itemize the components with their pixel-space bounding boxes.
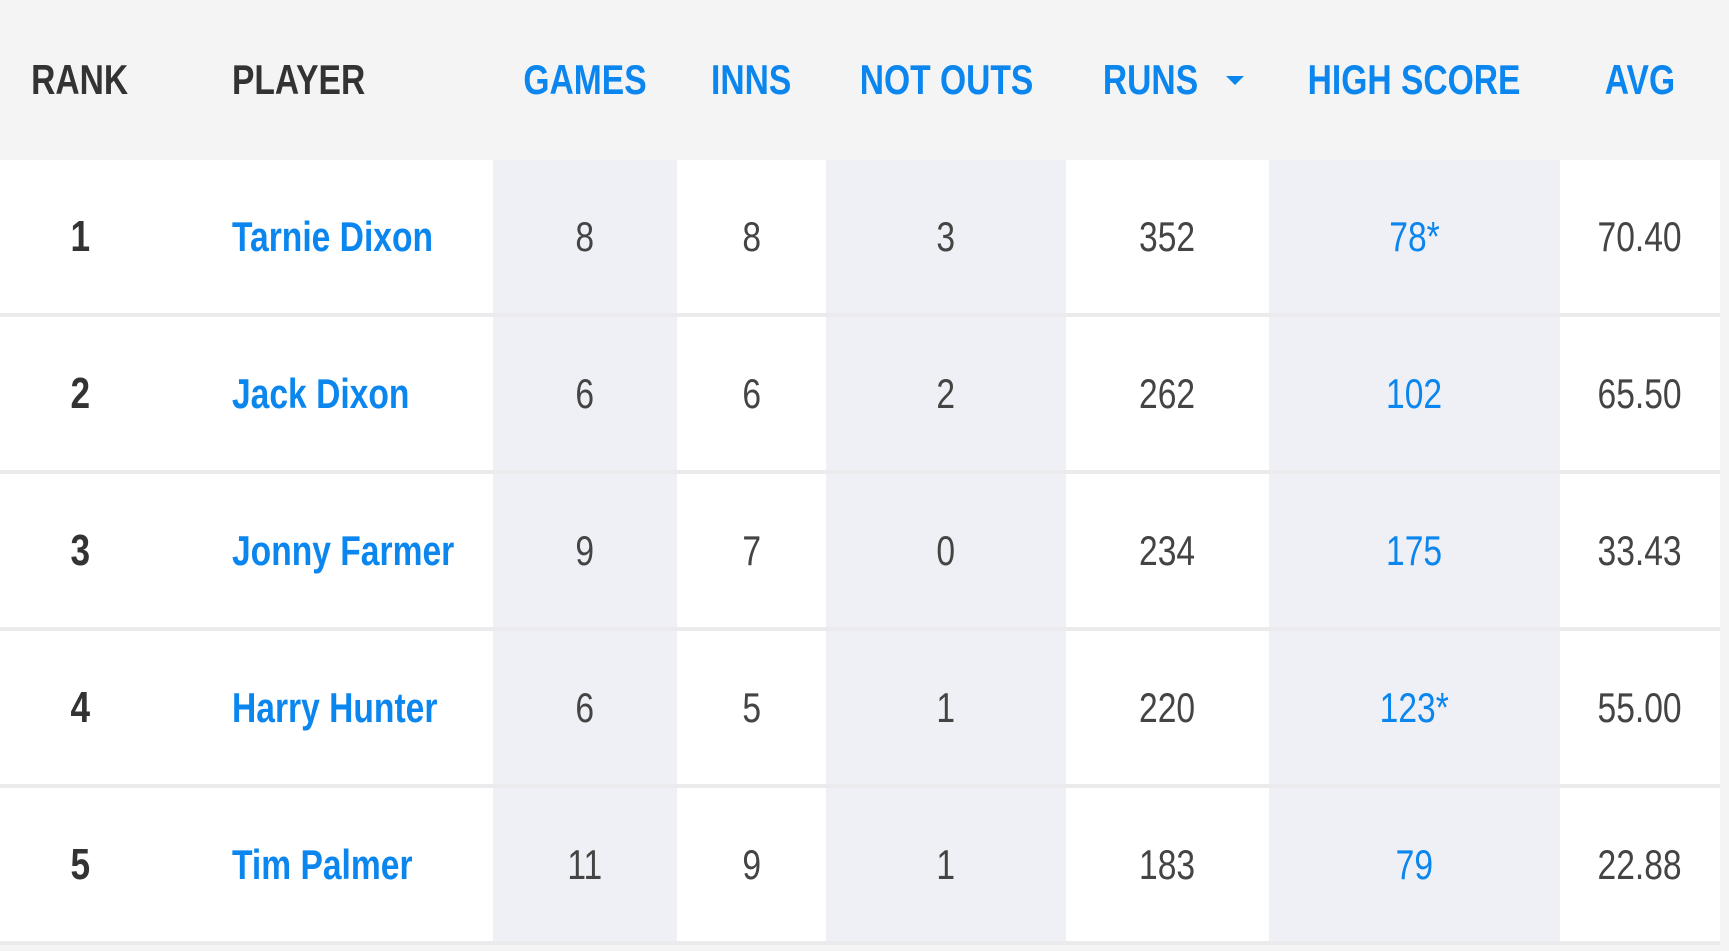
header-inns[interactable]: INNS (711, 56, 792, 103)
table-row: 1 Tarnie Dixon 8 8 3 352 78* 70.40 (0, 160, 1720, 317)
table-row: 4 Harry Hunter 6 5 1 220 123* 55.00 (0, 631, 1720, 788)
table-row: 3 Jonny Farmer 9 7 0 234 175 33.43 (0, 474, 1720, 631)
not-outs-value: 2 (936, 369, 956, 417)
inns-value: 9 (742, 840, 761, 888)
runs-value: 183 (1139, 840, 1196, 888)
table-header: RANK PLAYER GAMES INNS NOT OUTS RUNS HIG… (0, 0, 1720, 160)
avg-value: 55.00 (1597, 683, 1683, 731)
player-link[interactable]: Tim Palmer (232, 840, 413, 888)
not-outs-value: 3 (936, 212, 956, 260)
avg-value: 70.40 (1597, 212, 1683, 260)
not-outs-cell: 2 (826, 317, 1066, 470)
high-score-link[interactable]: 102 (1386, 369, 1443, 417)
rank-value: 3 (70, 525, 90, 575)
player-cell: Tim Palmer (232, 788, 493, 941)
header-rank: RANK (31, 56, 129, 103)
rank-cell: 1 (0, 160, 160, 313)
avg-cell: 65.50 (1560, 317, 1720, 470)
not-outs-cell: 0 (826, 474, 1066, 627)
header-not-outs[interactable]: NOT OUTS (859, 56, 1033, 103)
player-link[interactable]: Jack Dixon (232, 369, 410, 417)
inns-cell: 8 (677, 160, 826, 313)
player-cell: Tarnie Dixon (232, 160, 493, 313)
runs-value: 220 (1139, 683, 1196, 731)
rank-cell: 3 (0, 474, 160, 627)
games-value: 11 (567, 840, 603, 888)
runs-value: 234 (1139, 526, 1196, 574)
games-value: 8 (575, 212, 595, 260)
avg-value: 65.50 (1597, 369, 1683, 417)
table-row: 2 Jack Dixon 6 6 2 262 102 65.50 (0, 317, 1720, 474)
inns-value: 8 (742, 212, 761, 260)
inns-value: 7 (742, 526, 761, 574)
rank-value: 1 (70, 211, 90, 261)
header-runs[interactable]: RUNS (1066, 0, 1269, 160)
inns-cell: 5 (677, 631, 826, 784)
avg-cell: 70.40 (1560, 160, 1720, 313)
not-outs-cell: 1 (826, 631, 1066, 784)
runs-cell: 220 (1066, 631, 1269, 784)
high-score-cell: 175 (1269, 474, 1560, 627)
table-body: 1 Tarnie Dixon 8 8 3 352 78* 70.40 2 Jac… (0, 160, 1720, 945)
rank-cell: 4 (0, 631, 160, 784)
not-outs-cell: 1 (826, 788, 1066, 941)
header-player: PLAYER (232, 56, 366, 103)
player-cell: Jonny Farmer (232, 474, 493, 627)
player-link[interactable]: Jonny Farmer (232, 526, 455, 574)
inns-value: 6 (742, 369, 761, 417)
not-outs-value: 1 (936, 683, 956, 731)
high-score-cell: 102 (1269, 317, 1560, 470)
avg-cell: 22.88 (1560, 788, 1720, 941)
caret-down-icon (1226, 75, 1244, 85)
runs-value: 352 (1139, 212, 1196, 260)
player-link[interactable]: Harry Hunter (232, 683, 438, 731)
not-outs-value: 0 (936, 526, 956, 574)
rank-value: 4 (70, 682, 90, 732)
player-cell: Harry Hunter (232, 631, 493, 784)
runs-cell: 352 (1066, 160, 1269, 313)
rank-value: 2 (70, 368, 90, 418)
high-score-link[interactable]: 78* (1389, 212, 1440, 260)
player-cell: Jack Dixon (232, 317, 493, 470)
games-value: 9 (575, 526, 595, 574)
avg-value: 22.88 (1597, 840, 1683, 888)
runs-cell: 262 (1066, 317, 1269, 470)
avg-cell: 55.00 (1560, 631, 1720, 784)
runs-value: 262 (1139, 369, 1196, 417)
inns-value: 5 (742, 683, 761, 731)
runs-cell: 234 (1066, 474, 1269, 627)
rank-cell: 2 (0, 317, 160, 470)
inns-cell: 6 (677, 317, 826, 470)
high-score-cell: 79 (1269, 788, 1560, 941)
high-score-link[interactable]: 79 (1395, 840, 1434, 888)
games-value: 6 (575, 369, 595, 417)
inns-cell: 7 (677, 474, 826, 627)
high-score-link[interactable]: 175 (1386, 526, 1443, 574)
not-outs-cell: 3 (826, 160, 1066, 313)
games-value: 6 (575, 683, 595, 731)
games-cell: 8 (493, 160, 677, 313)
table-row: 5 Tim Palmer 11 9 1 183 79 22.88 (0, 788, 1720, 945)
header-games[interactable]: GAMES (523, 56, 647, 103)
inns-cell: 9 (677, 788, 826, 941)
runs-cell: 183 (1066, 788, 1269, 941)
not-outs-value: 1 (936, 840, 956, 888)
header-high-score[interactable]: HIGH SCORE (1308, 56, 1521, 103)
high-score-cell: 123* (1269, 631, 1560, 784)
rank-value: 5 (70, 839, 90, 889)
high-score-link[interactable]: 123* (1379, 683, 1450, 731)
high-score-cell: 78* (1269, 160, 1560, 313)
avg-value: 33.43 (1597, 526, 1683, 574)
player-link[interactable]: Tarnie Dixon (232, 212, 434, 260)
header-avg[interactable]: AVG (1604, 56, 1676, 103)
games-cell: 9 (493, 474, 677, 627)
games-cell: 6 (493, 631, 677, 784)
games-cell: 11 (493, 788, 677, 941)
rank-cell: 5 (0, 788, 160, 941)
avg-cell: 33.43 (1560, 474, 1720, 627)
games-cell: 6 (493, 317, 677, 470)
